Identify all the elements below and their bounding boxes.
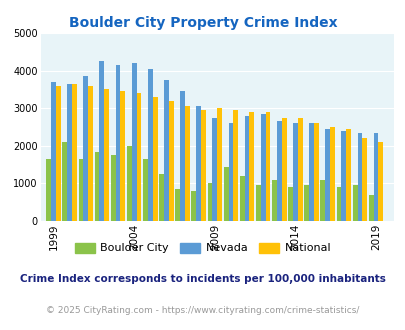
Bar	[260, 114, 265, 221]
Bar	[196, 106, 200, 221]
Bar	[341, 131, 345, 221]
Bar	[320, 180, 324, 221]
Text: Crime Index corresponds to incidents per 100,000 inhabitants: Crime Index corresponds to incidents per…	[20, 274, 385, 284]
Bar	[78, 159, 83, 221]
Bar	[180, 91, 185, 221]
Bar	[175, 189, 180, 221]
Bar	[368, 195, 373, 221]
Text: Boulder City Property Crime Index: Boulder City Property Crime Index	[68, 16, 337, 30]
Bar	[136, 93, 141, 221]
Bar	[324, 129, 329, 221]
Bar	[281, 118, 286, 221]
Bar	[228, 123, 233, 221]
Bar	[67, 84, 72, 221]
Bar	[271, 180, 276, 221]
Bar	[152, 97, 157, 221]
Bar	[239, 176, 244, 221]
Bar	[143, 159, 147, 221]
Bar	[99, 61, 104, 221]
Bar	[185, 106, 189, 221]
Bar	[362, 138, 366, 221]
Bar	[94, 151, 99, 221]
Bar	[276, 121, 281, 221]
Bar	[265, 112, 270, 221]
Bar	[120, 91, 125, 221]
Bar	[51, 82, 56, 221]
Bar	[329, 127, 334, 221]
Bar	[159, 174, 164, 221]
Bar	[244, 116, 249, 221]
Bar	[297, 118, 302, 221]
Bar	[255, 185, 260, 221]
Bar	[304, 185, 308, 221]
Bar	[147, 69, 152, 221]
Bar	[207, 183, 212, 221]
Text: © 2025 CityRating.com - https://www.cityrating.com/crime-statistics/: © 2025 CityRating.com - https://www.city…	[46, 306, 359, 315]
Bar	[212, 118, 217, 221]
Legend: Boulder City, Nevada, National: Boulder City, Nevada, National	[70, 238, 335, 258]
Bar	[352, 185, 357, 221]
Bar	[357, 133, 362, 221]
Bar	[131, 63, 136, 221]
Bar	[200, 110, 205, 221]
Bar	[233, 110, 238, 221]
Bar	[345, 129, 350, 221]
Bar	[88, 86, 93, 221]
Bar	[104, 89, 109, 221]
Bar	[288, 187, 292, 221]
Bar	[249, 112, 254, 221]
Bar	[164, 80, 168, 221]
Bar	[377, 142, 382, 221]
Bar	[191, 191, 196, 221]
Bar	[46, 159, 51, 221]
Bar	[336, 187, 341, 221]
Bar	[72, 84, 77, 221]
Bar	[83, 76, 88, 221]
Bar	[373, 133, 377, 221]
Bar	[292, 123, 297, 221]
Bar	[168, 101, 173, 221]
Bar	[127, 146, 131, 221]
Bar	[223, 167, 228, 221]
Bar	[111, 155, 115, 221]
Bar	[115, 65, 120, 221]
Bar	[62, 142, 67, 221]
Bar	[217, 108, 222, 221]
Bar	[308, 123, 313, 221]
Bar	[56, 86, 61, 221]
Bar	[313, 123, 318, 221]
